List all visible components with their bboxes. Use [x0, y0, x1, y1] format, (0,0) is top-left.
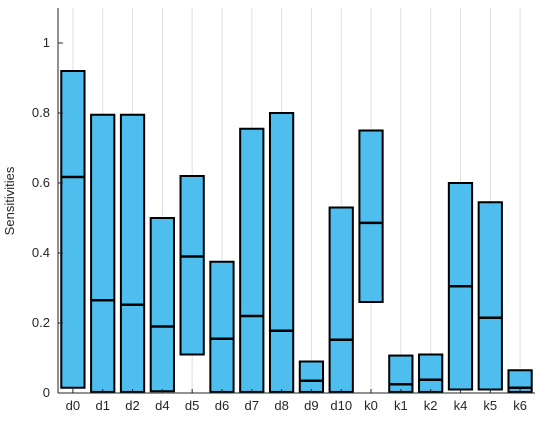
x-tick-label-k2: k2: [424, 398, 438, 413]
bar-d5: [179, 175, 205, 356]
x-tick-label-d2: d2: [125, 398, 139, 413]
x-tick-label-k1: k1: [394, 398, 408, 413]
bar-d9: [298, 360, 325, 393]
bar-d10: [328, 206, 354, 393]
x-tick-label-k6: k6: [513, 398, 527, 413]
bars: [60, 70, 533, 393]
x-tick-label-k4: k4: [454, 398, 468, 413]
x-tick-label-d6: d6: [215, 398, 229, 413]
x-tick-label-d8: d8: [274, 398, 288, 413]
bar-d6: [209, 260, 235, 393]
y-tick-label-0.2: 0.2: [32, 315, 50, 330]
x-tick-label-d7: d7: [245, 398, 259, 413]
y-tick-label-0.6: 0.6: [32, 175, 50, 190]
x-tick-label-d5: d5: [185, 398, 199, 413]
x-tick-label-d10: d10: [330, 398, 352, 413]
y-tick-label-1: 1: [43, 35, 50, 50]
y-axis-label: Sensitivities: [2, 166, 17, 235]
x-tick-label-d1: d1: [95, 398, 109, 413]
y-tick-label-0: 0: [43, 385, 50, 400]
bar-d2: [119, 113, 146, 393]
tick-labels: 0 0.2 0.4 0.6 0.8 1 d0 d1 d2 d4 d5 d6 d7 d8 d9 d10 k0 k1 k…: [32, 35, 527, 413]
bar-d8: [268, 112, 295, 393]
bar-k5: [477, 201, 503, 391]
x-tick-label-d0: d0: [66, 398, 80, 413]
bar-d7: [239, 127, 265, 393]
y-tick-label-0.4: 0.4: [32, 245, 50, 260]
y-tick-label-0.8: 0.8: [32, 105, 50, 120]
bar-k0: [358, 129, 384, 303]
bar-d4: [149, 217, 175, 393]
axes: [57, 8, 535, 394]
bar-d0: [60, 70, 86, 389]
bar-k2: [418, 353, 444, 393]
x-tick-label-d4: d4: [155, 398, 169, 413]
x-tick-label-d9: d9: [304, 398, 318, 413]
bar-d1: [90, 113, 116, 393]
x-tick-label-k0: k0: [364, 398, 378, 413]
x-tick-label-k5: k5: [483, 398, 497, 413]
bar-k1: [388, 354, 414, 393]
